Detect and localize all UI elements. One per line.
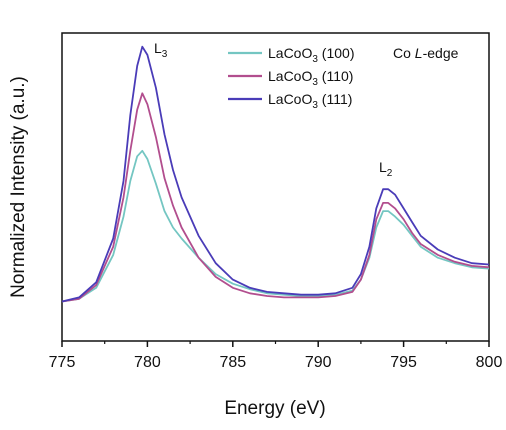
y-axis-title: Normalized Intensity (a.u.) [8,76,29,298]
x-tick-label-4: 795 [390,354,417,371]
x-axis: 775 780 785 790 795 800 [49,341,503,371]
legend-label-100: LaCoO3 (100) [268,45,355,65]
x-tick-label-5: 800 [476,354,503,371]
series-line-2 [61,45,490,303]
series-layer [61,45,490,303]
legend-label-111: LaCoO3 (111) [268,91,352,111]
series-line-1 [61,92,490,303]
legend-entry-100: LaCoO3 (100) [228,45,355,65]
l3-peak-label: L3 [154,40,168,60]
edge-annotation: Co L-edge [393,45,459,61]
x-tick-label-0: 775 [49,354,76,371]
legend-entry-110: LaCoO3 (110) [228,68,353,88]
series-line-0 [61,149,490,303]
l2-peak-label: L2 [379,159,393,179]
x-tick-label-1: 780 [134,354,161,371]
x-tick-label-3: 790 [305,354,332,371]
x-tick-label-2: 785 [219,354,246,371]
legend-label-110: LaCoO3 (110) [268,68,353,88]
legend: LaCoO3 (100) LaCoO3 (110) LaCoO3 (111) [228,45,355,111]
x-axis-title: Energy (eV) [224,398,325,419]
legend-entry-111: LaCoO3 (111) [228,91,352,111]
